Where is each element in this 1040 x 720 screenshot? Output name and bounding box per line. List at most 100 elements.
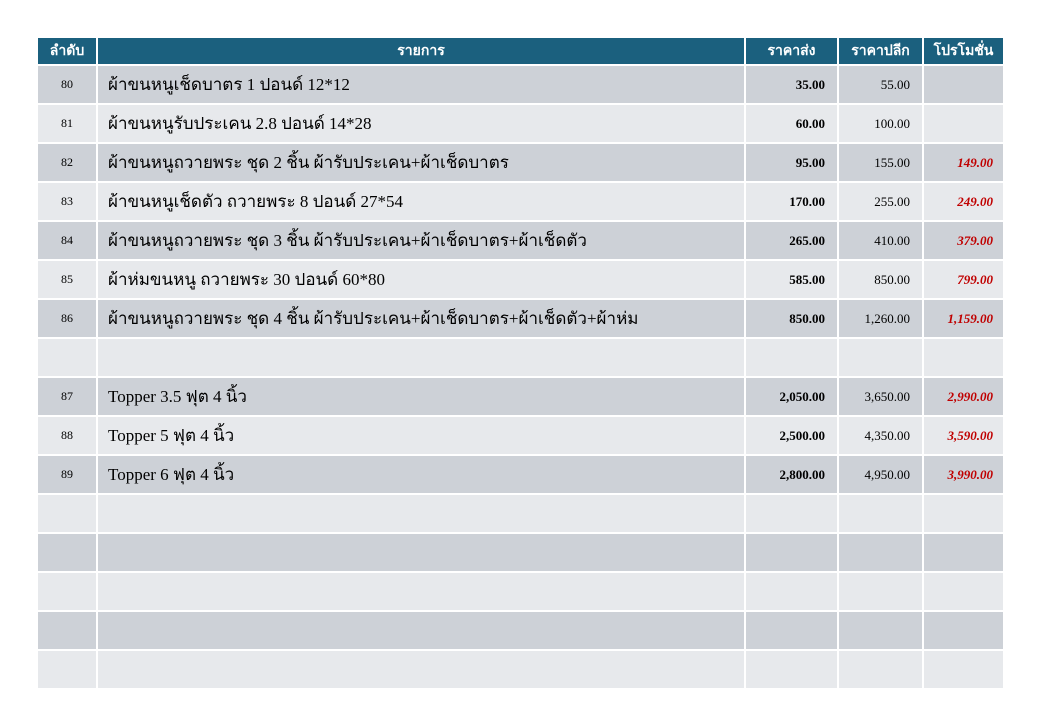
promo-price-cell: 2,990.00 <box>922 376 1005 417</box>
item-name-cell <box>96 337 746 378</box>
wholesale-price-cell: 35.00 <box>744 64 839 105</box>
table-row: 81 ผ้าขนหนูรับประเคน 2.8 ปอนด์ 14*28 60.… <box>36 103 1005 144</box>
item-name-cell: ผ้าขนหนูถวายพระ ชุด 3 ชิ้น ผ้ารับประเคน+… <box>96 220 746 261</box>
wholesale-price-cell: 2,800.00 <box>744 454 839 495</box>
row-number-cell: 80 <box>36 64 98 105</box>
table-row: 87 Topper 3.5 ฟุต 4 นิ้ว 2,050.00 3,650.… <box>36 376 1005 417</box>
row-number-cell <box>36 532 98 573</box>
price-table: ลำดับ รายการ ราคาส่ง ราคาปลีก โปรโมชั่น … <box>36 36 1005 690</box>
retail-price-cell <box>837 532 924 573</box>
row-number-cell: 87 <box>36 376 98 417</box>
wholesale-price-cell: 2,050.00 <box>744 376 839 417</box>
table-row: 85 ผ้าห่มขนหนู ถวายพระ 30 ปอนด์ 60*80 58… <box>36 259 1005 300</box>
item-name-cell: ผ้าขนหนูเช็ดบาตร 1 ปอนด์ 12*12 <box>96 64 746 105</box>
row-number-cell <box>36 649 98 690</box>
retail-price-cell: 55.00 <box>837 64 924 105</box>
item-name-cell: ผ้าห่มขนหนู ถวายพระ 30 ปอนด์ 60*80 <box>96 259 746 300</box>
promo-price-cell: 3,590.00 <box>922 415 1005 456</box>
col-header-order: ลำดับ <box>36 36 98 66</box>
table-row: 89 Topper 6 ฟุต 4 นิ้ว 2,800.00 4,950.00… <box>36 454 1005 495</box>
promo-price-cell <box>922 610 1005 651</box>
promo-price-cell: 1,159.00 <box>922 298 1005 339</box>
wholesale-price-cell: 95.00 <box>744 142 839 183</box>
item-name-cell <box>96 493 746 534</box>
wholesale-price-cell: 170.00 <box>744 181 839 222</box>
wholesale-price-cell: 850.00 <box>744 298 839 339</box>
table-row <box>36 571 1005 612</box>
col-header-wholesale-price: ราคาส่ง <box>744 36 839 66</box>
row-number-cell: 85 <box>36 259 98 300</box>
wholesale-price-cell <box>744 571 839 612</box>
item-name-cell <box>96 610 746 651</box>
row-number-cell <box>36 337 98 378</box>
header-row: ลำดับ รายการ ราคาส่ง ราคาปลีก โปรโมชั่น <box>36 36 1005 66</box>
item-name-cell: ผ้าขนหนูถวายพระ ชุด 2 ชิ้น ผ้ารับประเคน+… <box>96 142 746 183</box>
row-number-cell <box>36 610 98 651</box>
wholesale-price-cell: 265.00 <box>744 220 839 261</box>
item-name-cell <box>96 532 746 573</box>
promo-price-cell: 3,990.00 <box>922 454 1005 495</box>
retail-price-cell: 255.00 <box>837 181 924 222</box>
table-row: 88 Topper 5 ฟุต 4 นิ้ว 2,500.00 4,350.00… <box>36 415 1005 456</box>
retail-price-cell <box>837 649 924 690</box>
table-row <box>36 337 1005 378</box>
item-name-cell <box>96 571 746 612</box>
item-name-cell: Topper 6 ฟุต 4 นิ้ว <box>96 454 746 495</box>
retail-price-cell: 410.00 <box>837 220 924 261</box>
table-row <box>36 649 1005 690</box>
retail-price-cell: 155.00 <box>837 142 924 183</box>
table-row <box>36 532 1005 573</box>
row-number-cell: 88 <box>36 415 98 456</box>
wholesale-price-cell <box>744 649 839 690</box>
table-row <box>36 610 1005 651</box>
row-number-cell <box>36 571 98 612</box>
table-row <box>36 493 1005 534</box>
col-header-promotion: โปรโมชั่น <box>922 36 1005 66</box>
promo-price-cell: 379.00 <box>922 220 1005 261</box>
promo-price-cell <box>922 571 1005 612</box>
retail-price-cell <box>837 610 924 651</box>
wholesale-price-cell: 2,500.00 <box>744 415 839 456</box>
wholesale-price-cell <box>744 532 839 573</box>
promo-price-cell: 149.00 <box>922 142 1005 183</box>
row-number-cell: 83 <box>36 181 98 222</box>
retail-price-cell: 1,260.00 <box>837 298 924 339</box>
item-name-cell: Topper 3.5 ฟุต 4 นิ้ว <box>96 376 746 417</box>
wholesale-price-cell <box>744 337 839 378</box>
retail-price-cell: 3,650.00 <box>837 376 924 417</box>
promo-price-cell <box>922 493 1005 534</box>
promo-price-cell <box>922 337 1005 378</box>
retail-price-cell: 850.00 <box>837 259 924 300</box>
row-number-cell <box>36 493 98 534</box>
promo-price-cell: 249.00 <box>922 181 1005 222</box>
item-name-cell: ผ้าขนหนูถวายพระ ชุด 4 ชิ้น ผ้ารับประเคน+… <box>96 298 746 339</box>
retail-price-cell <box>837 493 924 534</box>
promo-price-cell <box>922 103 1005 144</box>
row-number-cell: 82 <box>36 142 98 183</box>
row-number-cell: 81 <box>36 103 98 144</box>
table-row: 83 ผ้าขนหนูเช็ดตัว ถวายพระ 8 ปอนด์ 27*54… <box>36 181 1005 222</box>
col-header-retail-price: ราคาปลีก <box>837 36 924 66</box>
item-name-cell <box>96 649 746 690</box>
row-number-cell: 86 <box>36 298 98 339</box>
col-header-item: รายการ <box>96 36 746 66</box>
item-name-cell: ผ้าขนหนูเช็ดตัว ถวายพระ 8 ปอนด์ 27*54 <box>96 181 746 222</box>
table-row: 84 ผ้าขนหนูถวายพระ ชุด 3 ชิ้น ผ้ารับประเ… <box>36 220 1005 261</box>
wholesale-price-cell <box>744 610 839 651</box>
table-row: 82 ผ้าขนหนูถวายพระ ชุด 2 ชิ้น ผ้ารับประเ… <box>36 142 1005 183</box>
promo-price-cell <box>922 64 1005 105</box>
wholesale-price-cell <box>744 493 839 534</box>
item-name-cell: ผ้าขนหนูรับประเคน 2.8 ปอนด์ 14*28 <box>96 103 746 144</box>
table-body: 80 ผ้าขนหนูเช็ดบาตร 1 ปอนด์ 12*12 35.00 … <box>36 64 1005 690</box>
promo-price-cell <box>922 649 1005 690</box>
retail-price-cell <box>837 571 924 612</box>
row-number-cell: 84 <box>36 220 98 261</box>
retail-price-cell <box>837 337 924 378</box>
retail-price-cell: 100.00 <box>837 103 924 144</box>
item-name-cell: Topper 5 ฟุต 4 นิ้ว <box>96 415 746 456</box>
retail-price-cell: 4,950.00 <box>837 454 924 495</box>
wholesale-price-cell: 60.00 <box>744 103 839 144</box>
row-number-cell: 89 <box>36 454 98 495</box>
promo-price-cell: 799.00 <box>922 259 1005 300</box>
